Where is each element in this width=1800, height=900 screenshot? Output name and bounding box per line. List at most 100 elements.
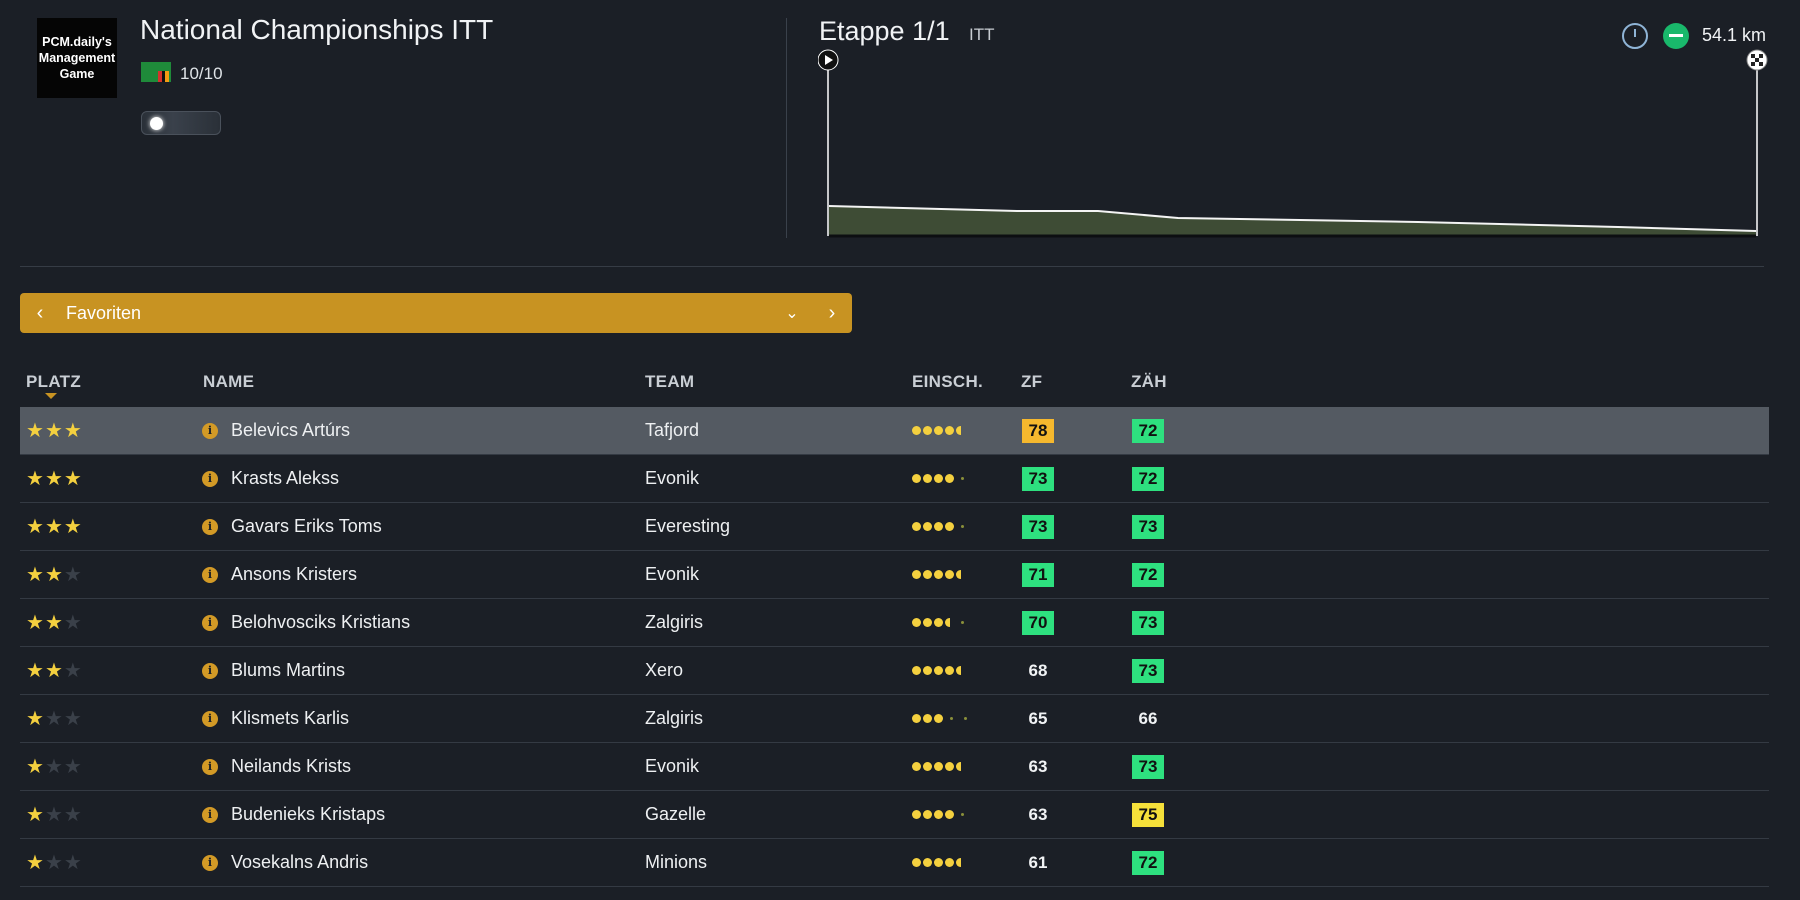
rider-name[interactable]: Krasts Alekss	[231, 468, 340, 488]
rider-name[interactable]: Belevics Artúrs	[231, 420, 351, 440]
sun-icon	[150, 117, 163, 130]
table-row[interactable]: ★ ★ ★ i Vosekalns Andris Minions 61 72	[20, 839, 1769, 887]
zah-value: 73	[1132, 514, 1164, 539]
star-icon: ★	[63, 804, 82, 826]
info-icon[interactable]: i	[202, 614, 218, 631]
rating-stars: ★ ★ ★	[26, 455, 83, 502]
chevron-down-icon[interactable]: ⌄	[785, 305, 799, 322]
rider-name[interactable]: Gavars Eriks Toms	[231, 516, 382, 536]
zf-value: 78	[1022, 418, 1054, 443]
rating-stars: ★ ★ ★	[26, 407, 83, 454]
table-row[interactable]: ★ ★ ★ i Klismets Karlis Zalgiris 65 66	[20, 695, 1769, 743]
star-icon: ★	[44, 660, 63, 682]
star-icon: ★	[44, 516, 63, 538]
form-rating	[912, 551, 967, 598]
country-flag-icon	[141, 62, 171, 82]
rider-team[interactable]: Zalgiris	[645, 612, 704, 632]
zf-value: 73	[1022, 514, 1054, 539]
star-icon: ★	[26, 516, 44, 538]
logo-text: PCM.daily's Management Game	[38, 35, 116, 81]
stage-distance: 54.1 km	[1702, 25, 1767, 45]
zf-value: 63	[1028, 756, 1048, 776]
info-icon[interactable]: i	[202, 854, 218, 871]
rider-team[interactable]: Evonik	[645, 564, 700, 584]
favorites-table: ★ ★ ★ i Belevics Artúrs Tafjord 78 72 ★ ★ ★ i Krasts…	[20, 407, 1769, 887]
chevron-right-icon[interactable]: ›	[828, 301, 836, 324]
list-selector[interactable]: ‹ Favoriten ⌄ ›	[20, 293, 852, 333]
star-icon: ★	[63, 468, 82, 490]
stage-title: Etappe 1/1	[819, 16, 950, 46]
col-header-einsch[interactable]: EINSCH.	[912, 372, 984, 391]
info-icon[interactable]: i	[202, 566, 218, 583]
zah-value: 73	[1132, 610, 1164, 635]
col-header-team[interactable]: TEAM	[645, 372, 695, 391]
rider-name[interactable]: Blums Martins	[231, 660, 346, 680]
info-icon[interactable]: i	[202, 422, 218, 439]
table-row[interactable]: ★ ★ ★ i Belohvosciks Kristians Zalgiris 70 73	[20, 599, 1769, 647]
race-title: National Championships ITT	[140, 14, 494, 45]
table-row[interactable]: ★ ★ ★ i Krasts Alekss Evonik 73 72	[20, 455, 1769, 503]
rider-name[interactable]: Belohvosciks Kristians	[231, 612, 411, 632]
zah-value: 75	[1132, 802, 1164, 827]
table-row[interactable]: ★ ★ ★ i Blums Martins Xero 68 73	[20, 647, 1769, 695]
star-icon: ★	[26, 804, 44, 826]
star-icon: ★	[44, 852, 63, 874]
chevron-left-icon[interactable]: ‹	[36, 301, 44, 324]
rider-team[interactable]: Evonik	[645, 756, 700, 776]
table-row[interactable]: ★ ★ ★ i Neilands Krists Evonik 63 73	[20, 743, 1769, 791]
rating-stars: ★ ★ ★	[26, 743, 83, 790]
section-divider	[20, 266, 1764, 267]
form-rating	[912, 695, 973, 742]
star-icon: ★	[44, 612, 63, 634]
zf-value: 65	[1028, 708, 1048, 728]
col-header-platz[interactable]: PLATZ	[26, 372, 82, 391]
table-row[interactable]: ★ ★ ★ i Gavars Eriks Toms Everesting 73 73	[20, 503, 1769, 551]
rider-team[interactable]: Tafjord	[645, 420, 700, 440]
profile-area	[829, 206, 1756, 236]
profile-line	[828, 205, 1757, 232]
form-rating	[912, 647, 967, 694]
info-icon[interactable]: i	[202, 662, 218, 679]
zah-value: 72	[1132, 466, 1164, 491]
info-icon[interactable]: i	[202, 806, 218, 823]
info-icon[interactable]: i	[202, 758, 218, 775]
rider-team[interactable]: Evonik	[645, 468, 700, 488]
star-icon: ★	[63, 852, 82, 874]
rider-name[interactable]: Budenieks Kristaps	[231, 804, 386, 824]
rider-name[interactable]: Neilands Krists	[231, 756, 352, 776]
rider-team[interactable]: Gazelle	[645, 804, 707, 824]
zah-value: 73	[1132, 658, 1164, 683]
rider-name[interactable]: Vosekalns Andris	[231, 852, 369, 872]
col-header-zah[interactable]: ZÄH	[1131, 372, 1167, 391]
rider-team[interactable]: Everesting	[645, 516, 731, 536]
rider-name[interactable]: Klismets Karlis	[231, 708, 350, 728]
form-rating	[912, 599, 970, 646]
info-icon[interactable]: i	[202, 518, 218, 535]
table-row[interactable]: ★ ★ ★ i Ansons Kristers Evonik 71 72	[20, 551, 1769, 599]
game-logo: PCM.daily's Management Game	[37, 18, 117, 98]
star-icon: ★	[44, 804, 63, 826]
info-icon[interactable]: i	[202, 710, 218, 727]
table-row[interactable]: ★ ★ ★ i Budenieks Kristaps Gazelle 63 75	[20, 791, 1769, 839]
star-icon: ★	[26, 420, 44, 442]
rider-team[interactable]: Xero	[645, 660, 684, 680]
star-icon: ★	[63, 756, 82, 778]
info-icon[interactable]: i	[202, 470, 218, 487]
star-icon: ★	[63, 516, 82, 538]
col-header-name[interactable]: NAME	[203, 372, 255, 391]
clock-icon[interactable]	[1622, 23, 1648, 49]
rider-name[interactable]: Ansons Kristers	[231, 564, 358, 584]
list-selector-label[interactable]: Favoriten	[66, 302, 142, 323]
star-icon: ★	[26, 660, 44, 682]
rider-team[interactable]: Minions	[645, 852, 708, 872]
star-icon: ★	[26, 612, 44, 634]
stage-profile-chart[interactable]	[818, 48, 1768, 243]
star-icon: ★	[63, 660, 82, 682]
star-icon: ★	[44, 468, 63, 490]
table-row[interactable]: ★ ★ ★ i Belevics Artúrs Tafjord 78 72	[20, 407, 1769, 455]
race-class: 10/10	[180, 64, 223, 83]
rider-team[interactable]: Zalgiris	[645, 708, 704, 728]
weather-indicator	[141, 111, 221, 135]
form-rating	[912, 839, 967, 886]
col-header-zf[interactable]: ZF	[1021, 372, 1043, 391]
